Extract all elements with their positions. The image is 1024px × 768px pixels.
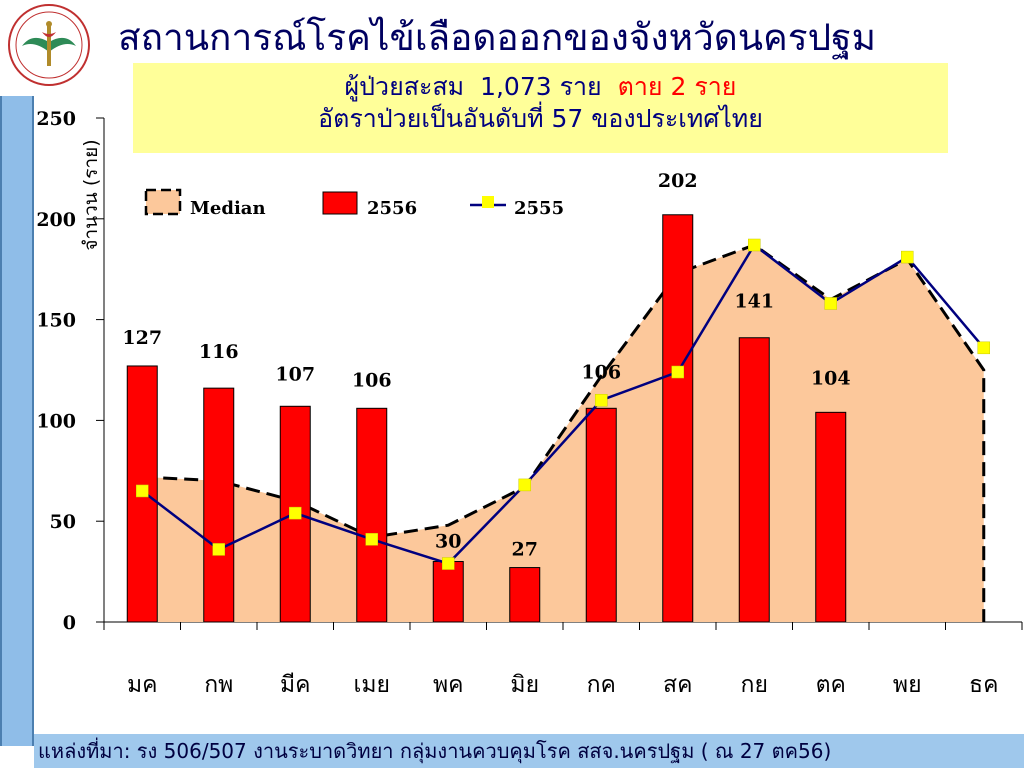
marker-2555 bbox=[365, 533, 378, 546]
bar-data-label: 30 bbox=[435, 531, 461, 553]
x-tick-label: มีค bbox=[280, 672, 311, 698]
bar-data-label: 107 bbox=[275, 363, 315, 385]
marker-2555 bbox=[289, 506, 302, 520]
bar-2556 bbox=[585, 407, 617, 623]
organization-logo bbox=[8, 4, 90, 86]
y-tick-label: 50 bbox=[50, 511, 76, 533]
rank-text: อัตราป่วยเป็นอันดับที่ 57 ของประเทศไทย bbox=[318, 104, 763, 133]
bar-2556 bbox=[662, 214, 694, 623]
cumulative-value: 1,073 ราย bbox=[480, 72, 602, 101]
y-axis-title: จำนวน (ราย) bbox=[80, 139, 102, 250]
marker-2555 bbox=[136, 484, 149, 498]
x-tick-label: สค bbox=[663, 672, 692, 698]
marker-2555 bbox=[901, 250, 914, 264]
bar-2556 bbox=[738, 337, 770, 623]
marker-2555 bbox=[824, 297, 837, 310]
y-tick-label: 250 bbox=[36, 108, 76, 130]
x-tick-label: มค bbox=[127, 672, 158, 698]
y-tick-label: 200 bbox=[36, 209, 76, 231]
x-tick-label: มิย bbox=[510, 672, 539, 698]
dengue-chart: 127 116 107 106 30 27 106 202 141 104 0 50 100 150 20… bbox=[36, 108, 1023, 698]
marker-2555 bbox=[977, 341, 990, 355]
bar-2556 bbox=[356, 407, 388, 623]
source-footer: แหล่งที่มา: รง 506/507 งานระบาดวิทยา กลุ… bbox=[34, 734, 1024, 768]
y-tick-label: 0 bbox=[63, 612, 76, 634]
deaths-text: ตาย 2 ราย bbox=[617, 72, 737, 101]
x-tick-label: พย bbox=[893, 672, 922, 698]
bar-data-label: 106 bbox=[581, 361, 621, 383]
bar-data-label: 127 bbox=[122, 327, 162, 349]
bar-2556 bbox=[203, 387, 235, 623]
legend-label-2556: 2556 bbox=[367, 198, 417, 219]
legend-swatch-2556 bbox=[322, 191, 358, 215]
side-accent-bar bbox=[0, 96, 34, 746]
bar-data-label: 106 bbox=[352, 369, 392, 391]
marker-2555 bbox=[748, 238, 761, 252]
x-tick-label: เมย bbox=[354, 672, 391, 698]
marker-2555 bbox=[671, 365, 684, 379]
marker-2555 bbox=[595, 393, 608, 407]
marker-2555 bbox=[212, 543, 225, 556]
x-tick-label: กค bbox=[587, 672, 616, 698]
legend-label-median: Median bbox=[190, 198, 266, 219]
legend-swatch-median bbox=[144, 188, 182, 216]
bar-data-label: 116 bbox=[199, 341, 239, 363]
bar-2556 bbox=[432, 561, 464, 623]
marker-2555 bbox=[442, 557, 455, 570]
marker-2555 bbox=[518, 478, 531, 492]
bar-2556 bbox=[815, 411, 847, 623]
cumulative-label: ผู้ป่วยสะสม bbox=[344, 72, 465, 101]
legend-marker-2555 bbox=[482, 196, 494, 208]
bar-data-label: 141 bbox=[734, 291, 774, 313]
bar-data-label: 27 bbox=[512, 539, 538, 561]
y-tick-label: 100 bbox=[36, 410, 76, 432]
page-title: สถานการณ์โรคไข้เลือดออกของจังหวัดนครปฐม bbox=[118, 16, 876, 59]
x-tick-label: กพ bbox=[204, 672, 233, 698]
x-tick-label: ธค bbox=[969, 672, 998, 698]
summary-box: ผู้ป่วยสะสม 1,073 ราย ตาย 2 ราย อัตราป่ว… bbox=[133, 63, 948, 153]
legend-label-2555: 2555 bbox=[514, 198, 564, 219]
line-2555 bbox=[141, 243, 985, 565]
y-tick-label: 150 bbox=[36, 310, 76, 332]
bar-2556 bbox=[509, 567, 541, 623]
x-tick-label: ตค bbox=[816, 672, 846, 698]
x-tick-label: พค bbox=[433, 672, 464, 698]
bar-data-label: 202 bbox=[658, 170, 698, 192]
bar-data-label: 104 bbox=[811, 367, 851, 389]
x-tick-label: กย bbox=[741, 672, 768, 698]
